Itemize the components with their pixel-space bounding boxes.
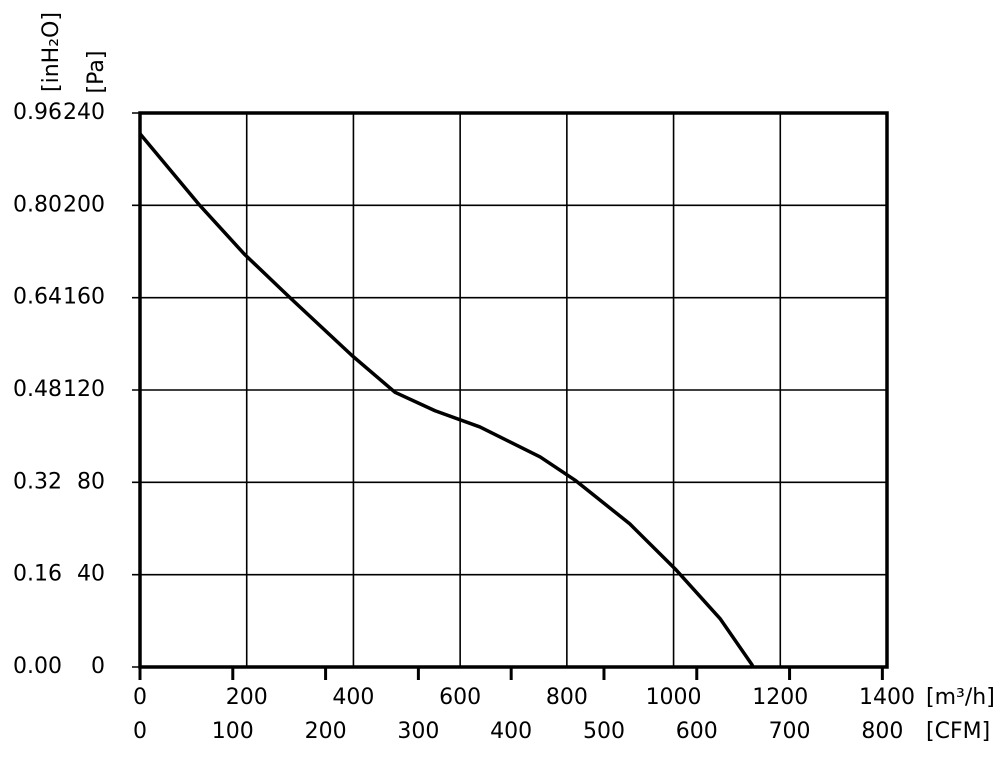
x-tick-label: 1400: [859, 685, 915, 710]
y2-axis-label: [inH₂O]: [39, 12, 64, 92]
x2-tick-label: 300: [397, 719, 439, 744]
x2-tick-label: 400: [490, 719, 532, 744]
x-tick-label: 400: [332, 685, 374, 710]
x-axis-label: [m³/h]: [926, 685, 995, 710]
y-tick-label: 160: [63, 285, 105, 310]
y2-tick-label: 0.48: [13, 377, 62, 402]
curve: [138, 132, 755, 668]
x2-tick-label: 0: [133, 719, 147, 744]
y2-tick-label: 0.80: [13, 192, 62, 217]
x2-axis-label: [CFM]: [926, 719, 990, 744]
x2-tick-label: 700: [769, 719, 811, 744]
y-tick-label: 240: [63, 100, 105, 125]
y-tick-label: 120: [63, 377, 105, 402]
y-tick-label: 40: [77, 562, 105, 587]
x-tick-label: 800: [546, 685, 588, 710]
x-tick-label: 200: [226, 685, 268, 710]
x2-tick-label: 800: [861, 719, 903, 744]
x-tick-label: 0: [133, 685, 147, 710]
plot-frame: [138, 111, 889, 669]
x2-tick-label: 100: [212, 719, 254, 744]
x-tick-label: 600: [439, 685, 481, 710]
y-axis-label: [Pa]: [84, 51, 109, 94]
y-tick-label: 0: [91, 654, 105, 679]
y2-tick-label: 0.64: [13, 285, 62, 310]
x2-tick-label: 200: [305, 719, 347, 744]
y2-tick-label: 0.32: [13, 469, 62, 494]
y-tick-label: 200: [63, 192, 105, 217]
x-tick-label: 1000: [646, 685, 702, 710]
x2-tick-label: 600: [676, 719, 718, 744]
y2-tick-label: 0.96: [13, 100, 62, 125]
x-tick-label: 1200: [752, 685, 808, 710]
x2-tick-label: 500: [583, 719, 625, 744]
y2-tick-label: 0.00: [13, 654, 62, 679]
y2-tick-label: 0.16: [13, 562, 62, 587]
y-tick-label: 80: [77, 469, 105, 494]
